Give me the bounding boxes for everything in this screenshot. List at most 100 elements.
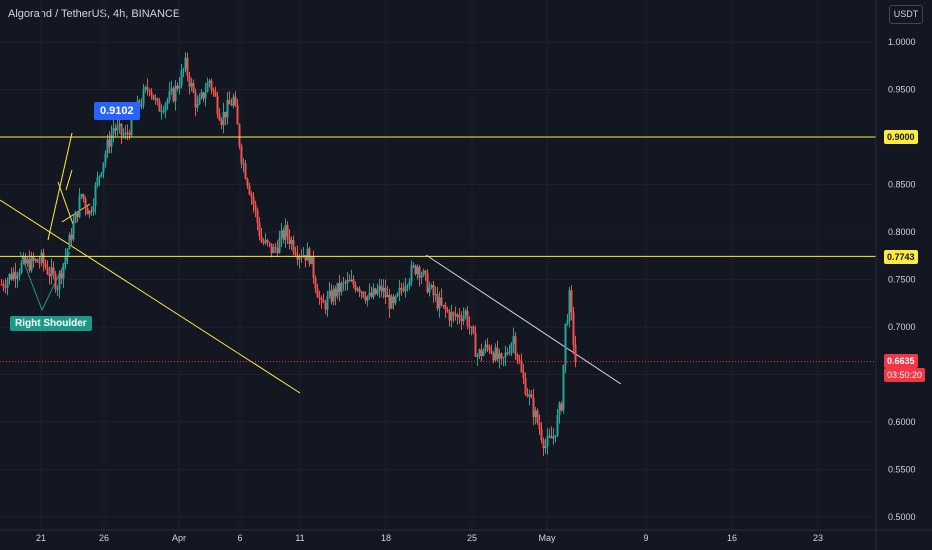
candle-body <box>366 295 369 301</box>
candle-body <box>548 435 551 437</box>
candle-body <box>436 293 439 309</box>
time-tick-label: 21 <box>36 533 46 543</box>
candle-body <box>472 326 475 334</box>
channel-line-2 <box>57 181 75 228</box>
hline-label-0900: 0.9000 <box>884 130 918 144</box>
candle-body <box>242 163 245 165</box>
candle-body <box>256 210 259 224</box>
candle-body <box>540 429 543 441</box>
candle-body <box>410 265 413 282</box>
candle-body <box>64 256 67 264</box>
candle-body <box>372 288 375 297</box>
candle-body <box>246 178 249 186</box>
candle-body <box>298 256 301 260</box>
chart-title: Algorand / TetherUS, 4h, BINANCE <box>8 8 181 20</box>
candle-body <box>34 259 37 261</box>
descending-trendline-yellow <box>0 199 301 394</box>
time-tick-label: 6 <box>237 533 242 543</box>
candle-body <box>16 275 19 279</box>
candle-body <box>268 242 271 244</box>
candle-body <box>342 282 345 284</box>
candle-body <box>232 96 235 106</box>
candle-body <box>468 325 471 328</box>
candle-body <box>110 133 113 147</box>
candle-body <box>516 354 519 360</box>
candle-body <box>130 114 133 136</box>
candle-body <box>168 91 171 100</box>
candle-body <box>278 238 281 253</box>
candle-body <box>194 92 197 108</box>
candle-body <box>240 146 243 164</box>
candle-body <box>236 105 239 125</box>
candle-body <box>458 314 461 319</box>
candle-body <box>334 288 337 297</box>
candle-body <box>288 236 291 244</box>
candle-body <box>84 198 87 209</box>
candle-body <box>306 248 309 261</box>
candle-body <box>484 344 487 351</box>
candle-body <box>2 284 5 287</box>
candle-body <box>492 353 495 361</box>
candle-body <box>552 436 555 439</box>
right-shoulder-annotation: Right Shoulder <box>10 316 92 331</box>
candle-body <box>52 267 55 275</box>
currency-button[interactable]: USDT <box>889 5 923 24</box>
candle-body <box>4 286 7 288</box>
candle-body <box>466 310 469 326</box>
candle-body <box>56 289 59 291</box>
price-tick-label: 0.7000 <box>888 322 916 332</box>
candle-body <box>90 210 93 212</box>
candle-body <box>216 96 219 114</box>
candle-body <box>160 111 163 113</box>
candle-body <box>258 223 261 237</box>
trend-drawings <box>0 132 622 394</box>
candle-body <box>128 133 131 136</box>
candle-body <box>320 298 323 301</box>
candle-body <box>248 185 251 195</box>
candle-body <box>252 197 255 205</box>
candle-body <box>330 290 333 302</box>
candle-body <box>424 270 427 274</box>
candle-body <box>368 292 371 296</box>
candle-body <box>370 292 373 297</box>
candle-body <box>60 273 63 279</box>
candle-body <box>18 272 21 276</box>
candle-body <box>454 314 457 317</box>
candle-body <box>478 349 481 357</box>
candle-body <box>78 196 81 217</box>
candle-body <box>100 172 103 176</box>
candle-body <box>182 69 185 71</box>
candle-body <box>162 111 165 113</box>
candle-body <box>434 293 437 296</box>
candle-body <box>432 284 435 296</box>
candle-body <box>336 282 339 297</box>
candle-body <box>92 205 95 212</box>
candle-body <box>140 105 143 107</box>
candle-body <box>510 343 513 353</box>
candle-body <box>290 239 293 244</box>
candle-body <box>494 347 497 361</box>
candle-body <box>152 94 155 100</box>
candle-body <box>270 243 273 254</box>
price-tick-label: 0.6000 <box>888 417 916 427</box>
countdown-label: 03:50:20 <box>884 368 926 382</box>
candle-body <box>244 163 247 179</box>
candle-body <box>344 282 347 284</box>
candle-body <box>560 403 563 411</box>
candle-body <box>446 309 449 312</box>
candle-body <box>304 255 307 261</box>
candle-body <box>482 350 485 356</box>
candle-body <box>346 279 349 284</box>
candle-body <box>54 274 57 290</box>
candle-body <box>326 296 329 310</box>
candle-body <box>350 279 353 282</box>
candle-body <box>416 266 419 275</box>
candle-body <box>184 57 187 70</box>
candle-body <box>286 225 289 237</box>
candle-body <box>22 256 25 263</box>
candle-body <box>364 296 367 301</box>
candle-body <box>260 236 263 243</box>
candle-body <box>66 249 69 257</box>
candle-body <box>442 304 445 306</box>
